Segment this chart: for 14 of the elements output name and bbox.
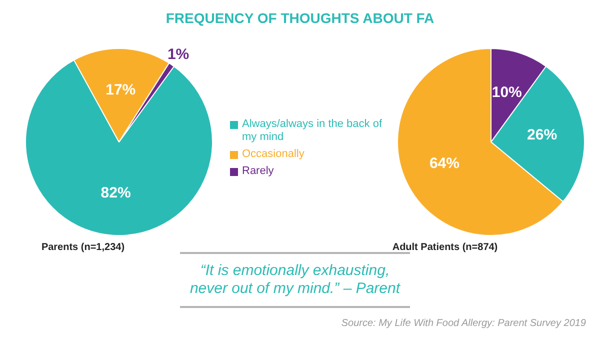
data-label: 82%	[100, 184, 131, 202]
legend-label: Rarely	[242, 165, 274, 178]
text: Parents (n=1,234)	[40, 242, 126, 253]
chart-title: FREQUENCY OF THOUGHTS ABOUT FA	[164, 10, 436, 26]
source-note: Source: My Life With Food Allergy: Parent Survey 2019	[341, 318, 586, 329]
data-label: 10%	[492, 84, 522, 102]
data-label: 64%	[429, 155, 460, 172]
legend-label: Always/always in the back of my mind	[242, 118, 384, 144]
legend-label: Occasionally	[242, 148, 304, 161]
data-label: 26%	[527, 126, 558, 144]
text: Adult Patients (n=874)	[391, 242, 499, 253]
data-label: 17%	[106, 82, 136, 99]
text: “It is emotionally exhausting, never out of my mind.” – Parent	[188, 262, 402, 298]
data-label: 1%	[167, 46, 190, 63]
